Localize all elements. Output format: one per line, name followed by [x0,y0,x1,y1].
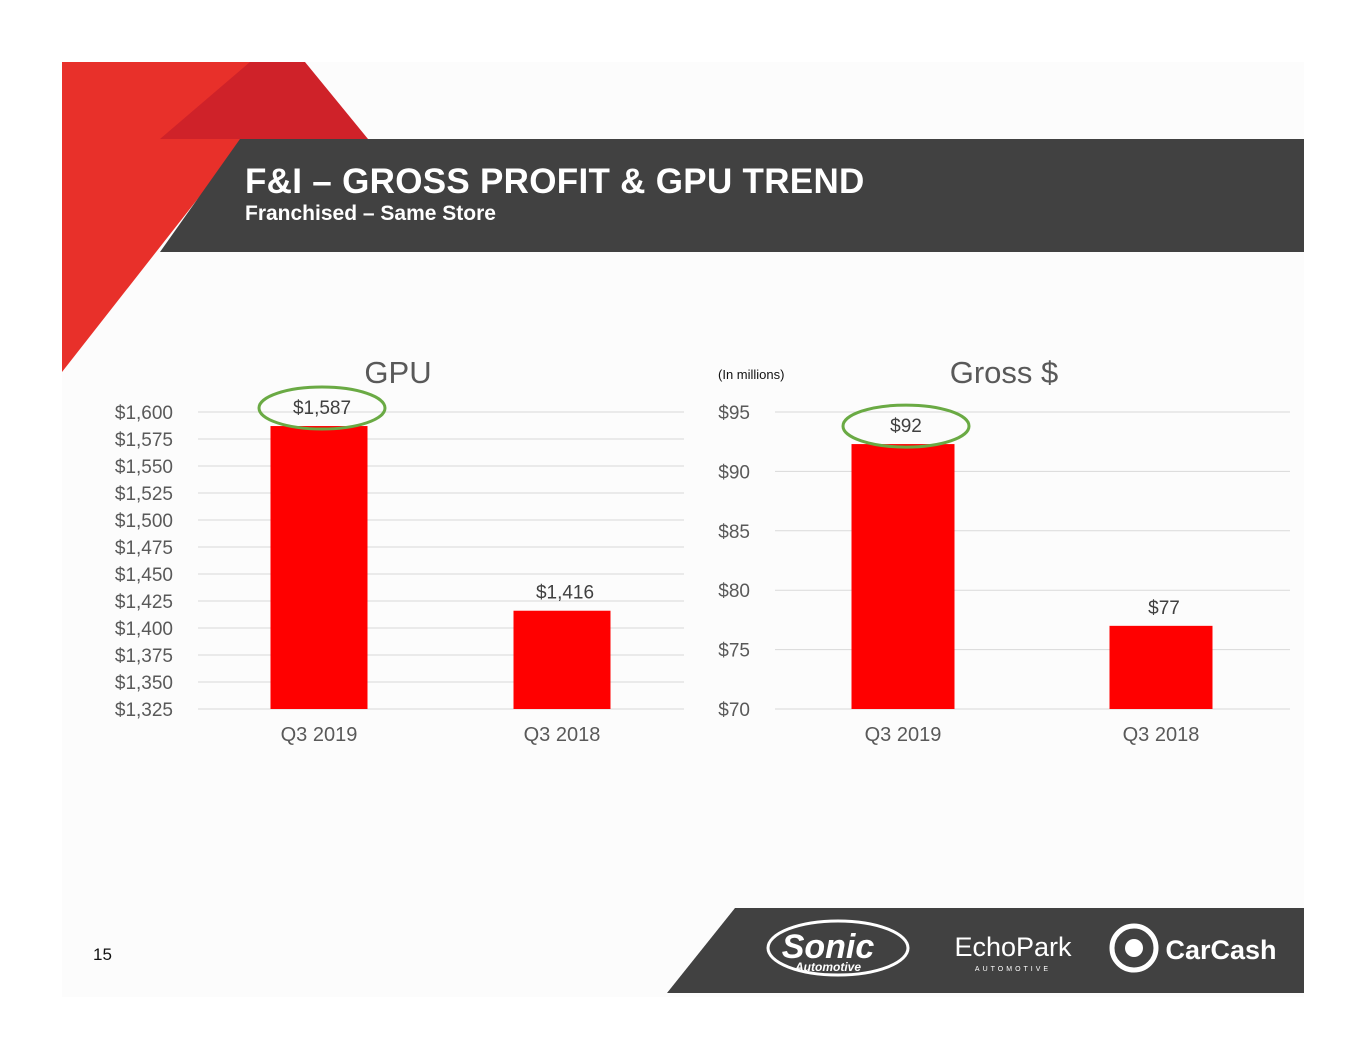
charts: $1,600 $1,575 $1,550 $1,525 $1,500 $1,475 $1,4… [115,355,1290,746]
data-label: $1,587 [293,398,351,419]
bar [513,610,611,709]
bar [270,426,368,709]
echopark-logo: EchoPark AUTOMOTIVE [954,932,1072,973]
svg-text:Automotive: Automotive [794,960,861,974]
svg-text:EchoPark: EchoPark [954,932,1072,962]
data-label: $92 [890,416,922,437]
title-banner [160,139,1304,252]
y-tick-label: $1,325 [115,700,173,721]
accent-triangle-dark [160,62,368,139]
x-tick-label: Q3 2018 [1123,724,1200,746]
y-tick-label: $90 [718,462,750,483]
y-tick-label: $1,475 [115,538,173,559]
sonic-automotive-logo: Sonic Automotive [766,919,910,977]
svg-text:AUTOMOTIVE: AUTOMOTIVE [975,966,1051,973]
page-number: 15 [93,945,112,964]
y-tick-label: $1,500 [115,511,173,532]
svg-text:CarCash: CarCash [1165,935,1276,965]
y-tick-label: $95 [718,403,750,424]
y-tick-label: $70 [718,700,750,721]
data-label: $77 [1148,598,1180,619]
unit-note: (In millions) [718,367,784,382]
y-tick-label: $75 [718,641,750,662]
highlight-circle [257,385,387,431]
bar [1109,625,1213,709]
page-subtitle: Franchised – Same Store [245,202,496,225]
carcash-logo: CarCash [1109,923,1277,973]
y-tick-label: $85 [718,522,750,543]
y-tick-label: $1,350 [115,673,173,694]
bar [851,444,955,709]
chart-title: Gross $ [950,355,1059,390]
y-tick-label: $1,450 [115,565,173,586]
chart-title: GPU [364,355,431,390]
x-tick-label: Q3 2019 [281,724,358,746]
page-title: F&I – GROSS PROFIT & GPU TREND [245,162,865,201]
y-tick-label: $1,425 [115,592,173,613]
highlight-circle [841,403,971,449]
data-label: $1,416 [536,583,594,604]
y-tick-label: $1,600 [115,403,173,424]
y-tick-label: $1,375 [115,646,173,667]
y-tick-label: $1,575 [115,430,173,451]
x-tick-label: Q3 2019 [865,724,942,746]
svg-text:Sonic: Sonic [782,928,875,966]
x-tick-label: Q3 2018 [524,724,601,746]
y-tick-label: $1,525 [115,484,173,505]
y-tick-label: $1,400 [115,619,173,640]
y-tick-label: $1,550 [115,457,173,478]
y-tick-label: $80 [718,581,750,602]
